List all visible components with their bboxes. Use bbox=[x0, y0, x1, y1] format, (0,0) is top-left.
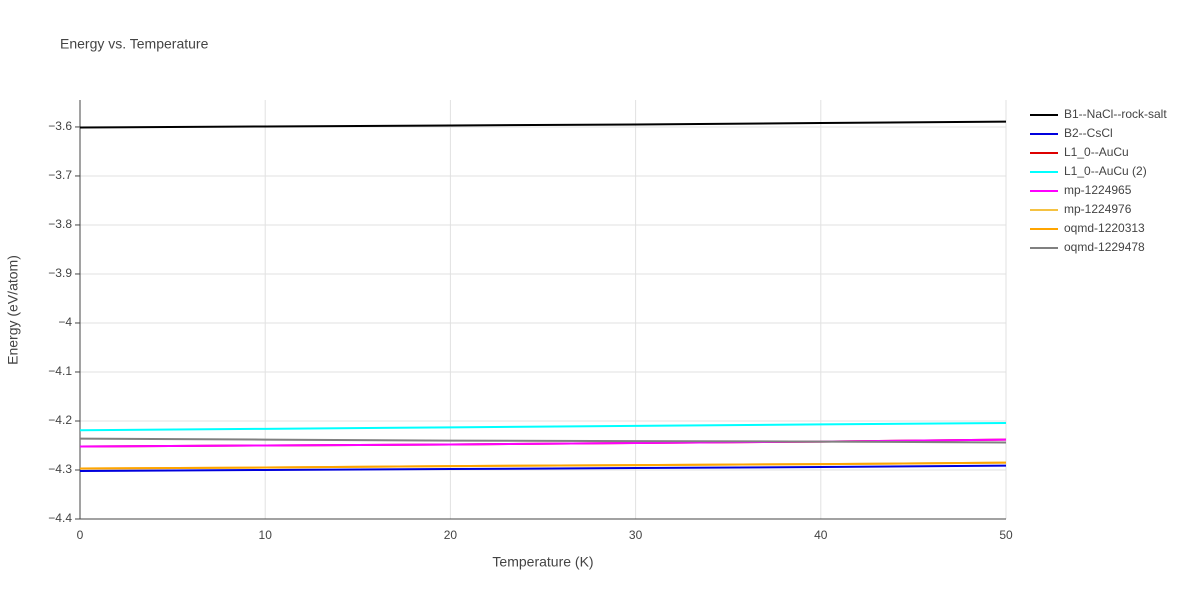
legend-label: mp-1224976 bbox=[1064, 202, 1132, 216]
chart-title: Energy vs. Temperature bbox=[60, 36, 209, 52]
legend-label: mp-1224965 bbox=[1064, 183, 1132, 197]
y-tick-label: −4 bbox=[58, 315, 72, 329]
y-tick-label: −4.1 bbox=[48, 364, 72, 378]
y-tick-label: −3.6 bbox=[48, 119, 72, 133]
legend-label: L1_0--AuCu (2) bbox=[1064, 164, 1147, 178]
x-tick-label: 10 bbox=[259, 528, 273, 542]
x-axis-title: Temperature (K) bbox=[492, 554, 593, 570]
legend-label: oqmd-1220313 bbox=[1064, 221, 1145, 235]
series-line bbox=[79, 120, 1007, 129]
series-line bbox=[79, 421, 1007, 432]
series-line bbox=[79, 461, 1007, 470]
legend-label: oqmd-1229478 bbox=[1064, 240, 1145, 254]
y-tick-label: −3.7 bbox=[48, 168, 72, 182]
y-tick-label: −3.8 bbox=[48, 217, 72, 231]
y-tick-label: −3.9 bbox=[48, 266, 72, 280]
y-axis-title: Energy (eV/atom) bbox=[5, 255, 21, 365]
x-tick-label: 50 bbox=[999, 528, 1013, 542]
legend-label: L1_0--AuCu bbox=[1064, 145, 1129, 159]
legend-label: B1--NaCl--rock-salt bbox=[1064, 107, 1167, 121]
y-tick-label: −4.4 bbox=[48, 511, 72, 525]
series-line bbox=[79, 464, 1007, 472]
x-tick-label: 20 bbox=[444, 528, 458, 542]
x-tick-label: 30 bbox=[629, 528, 643, 542]
y-tick-label: −4.2 bbox=[48, 413, 72, 427]
series-line bbox=[79, 437, 1007, 444]
x-tick-label: 40 bbox=[814, 528, 828, 542]
x-tick-label: 0 bbox=[77, 528, 84, 542]
y-tick-label: −4.3 bbox=[48, 462, 72, 476]
legend-label: B2--CsCl bbox=[1064, 126, 1113, 140]
